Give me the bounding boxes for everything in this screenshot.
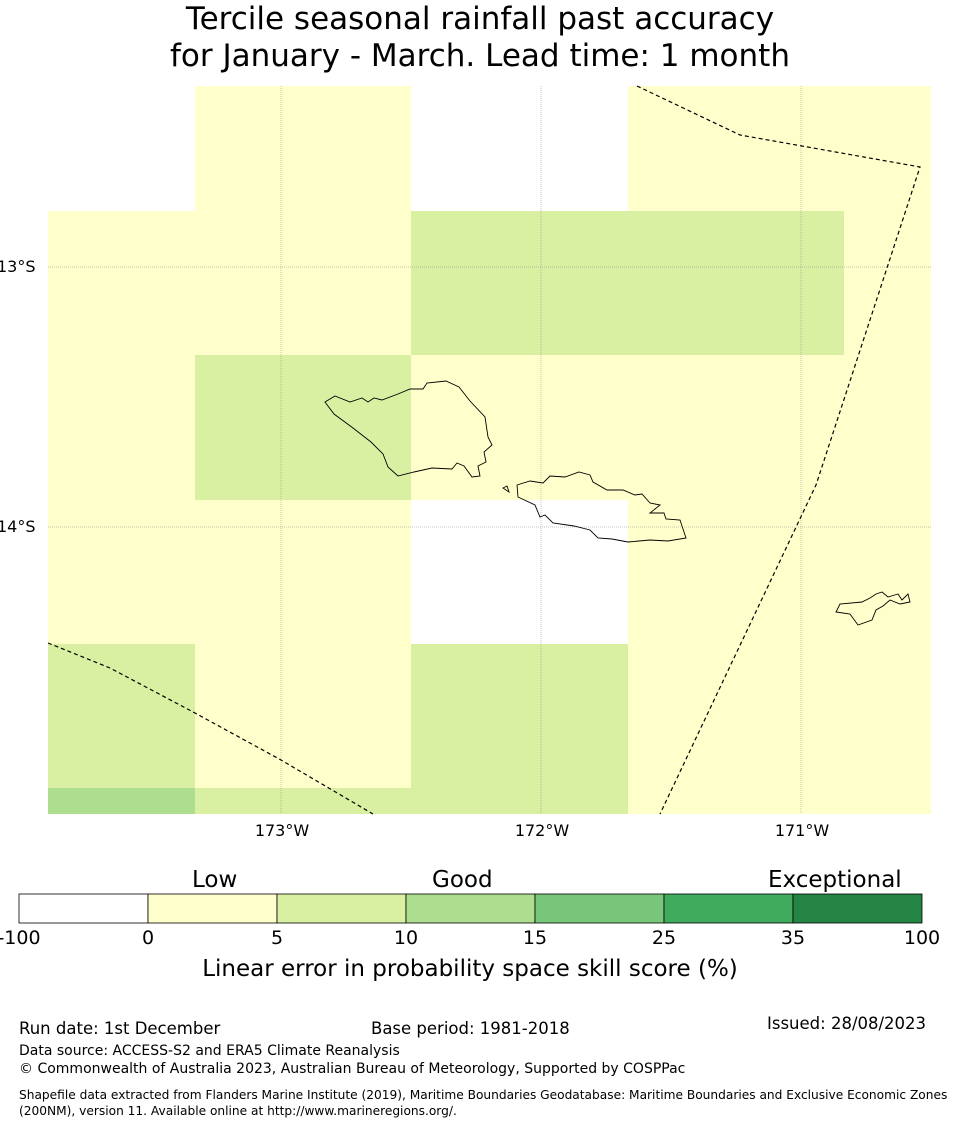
grid-cell <box>411 211 844 355</box>
category-label-exceptional: Exceptional <box>768 867 902 893</box>
lat-label-13s: 13°S <box>0 257 36 276</box>
colorbar-tick: 5 <box>270 927 284 949</box>
grid-cell <box>48 211 411 355</box>
colorbar-swatch <box>18 893 149 924</box>
colorbar-tick: 35 <box>780 927 806 949</box>
colorbar-swatch <box>663 893 794 924</box>
graticule <box>48 86 931 814</box>
eez-boundary-south <box>47 642 374 815</box>
grid-cell <box>48 500 411 644</box>
data-source: Data source: ACCESS-S2 and ERA5 Climate … <box>19 1043 400 1059</box>
lat-label-14s: 14°S <box>0 517 36 536</box>
colorbar-swatch <box>276 893 407 924</box>
colorbar <box>18 893 923 924</box>
skill-grid <box>48 86 931 814</box>
colorbar-tick: 0 <box>141 927 155 949</box>
map-title-line-1: Tercile seasonal rainfall past accuracy <box>185 1 775 37</box>
map-title-line-2: for January - March. Lead time: 1 month <box>170 38 790 74</box>
tutuila-island-outline <box>835 591 911 626</box>
grid-cell <box>48 644 195 788</box>
grid-cell <box>195 86 411 211</box>
shapefile-credit-line-1: Shapefile data extracted from Flanders M… <box>19 1088 948 1102</box>
base-period: Base period: 1981-2018 <box>371 1019 570 1038</box>
copyright-notice: © Commonwealth of Australia 2023, Austra… <box>19 1061 686 1077</box>
colorbar-title: Linear error in probability space skill … <box>202 956 738 982</box>
colorbar-swatch <box>534 893 665 924</box>
grid-cell <box>628 500 931 644</box>
lon-label-172w: 172°W <box>514 821 570 840</box>
colorbar-swatch <box>147 893 278 924</box>
coastlines <box>324 380 911 626</box>
grid-cell <box>844 211 931 355</box>
run-date: Run date: 1st December <box>19 1019 221 1038</box>
colorbar-tick: -100 <box>0 927 41 949</box>
colorbar-tick: 10 <box>393 927 419 949</box>
grid-cell <box>195 355 411 500</box>
grid-cell <box>195 644 411 788</box>
grid-cell <box>195 788 628 814</box>
grid-cell <box>628 788 931 814</box>
upolu-island-outline <box>516 471 687 543</box>
grid-cell <box>411 355 931 500</box>
grid-cell <box>48 788 195 814</box>
grid-cell <box>628 644 931 788</box>
colorbar-swatch <box>792 893 923 924</box>
savaii-island-outline <box>324 380 493 478</box>
shapefile-credit-line-2: (200NM), version 11. Available online at… <box>19 1104 457 1118</box>
manono-island-outline <box>502 485 510 494</box>
issued-date: Issued: 28/08/2023 <box>767 1014 927 1033</box>
eez-boundaries <box>47 85 921 815</box>
lon-label-171w: 171°W <box>774 821 830 840</box>
grid-cell <box>628 86 931 211</box>
colorbar-swatch <box>405 893 536 924</box>
eez-boundary-east <box>636 85 921 815</box>
colorbar-tick: 15 <box>522 927 548 949</box>
colorbar-tick: 25 <box>651 927 677 949</box>
lon-label-173w: 173°W <box>254 821 310 840</box>
category-label-good: Good <box>432 867 493 893</box>
category-label-low: Low <box>192 867 238 893</box>
grid-cell <box>411 644 628 788</box>
grid-cell <box>48 355 195 500</box>
colorbar-tick: 100 <box>903 927 941 949</box>
